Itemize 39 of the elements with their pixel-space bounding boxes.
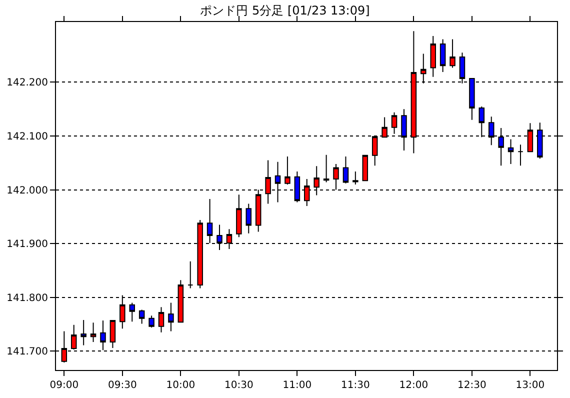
candlestick xyxy=(90,322,96,343)
candlestick xyxy=(430,35,436,78)
candlestick xyxy=(246,203,252,234)
y-tick-label: 141.900 xyxy=(6,239,48,250)
x-tick-label: 11:00 xyxy=(282,380,312,391)
candlestick xyxy=(440,38,446,73)
candlestick xyxy=(342,156,349,184)
y-tick-label: 141.800 xyxy=(6,292,48,304)
candlestick xyxy=(188,260,194,289)
candlestick xyxy=(80,319,86,346)
y-tick-label: 142.100 xyxy=(6,132,48,143)
candlestick xyxy=(518,144,524,166)
x-tick-label: 09:30 xyxy=(108,380,137,391)
candlestick xyxy=(129,302,135,322)
candlestick xyxy=(323,154,330,183)
candlestick xyxy=(508,138,514,164)
candlestick xyxy=(284,156,290,185)
x-tick-label: 10:30 xyxy=(224,380,254,391)
y-tick-label: 142.200 xyxy=(6,78,48,89)
x-tick-label: 13:00 xyxy=(516,380,545,391)
x-tick-label: 10:00 xyxy=(166,380,196,391)
candlestick xyxy=(236,194,242,238)
candlestick xyxy=(158,306,164,333)
x-tick-label: 12:00 xyxy=(399,380,428,391)
candlestick xyxy=(206,198,213,244)
candlestick xyxy=(168,302,174,332)
candlestick xyxy=(138,309,145,324)
y-tick-label: 142.000 xyxy=(6,185,48,196)
candlestick xyxy=(148,315,154,328)
candlestick xyxy=(352,171,358,185)
candlestick xyxy=(362,154,368,182)
x-tick-label: 11:30 xyxy=(341,380,370,391)
candlestick xyxy=(110,320,116,348)
chart-title: ポンド円 5分足 [01/23 13:09] xyxy=(200,3,370,18)
x-tick-label: 09:00 xyxy=(50,380,79,391)
candlestick xyxy=(450,38,456,68)
x-tick-label: 12:30 xyxy=(458,380,486,391)
y-tick-label: 141.700 xyxy=(6,346,48,358)
candlestick xyxy=(100,320,106,351)
